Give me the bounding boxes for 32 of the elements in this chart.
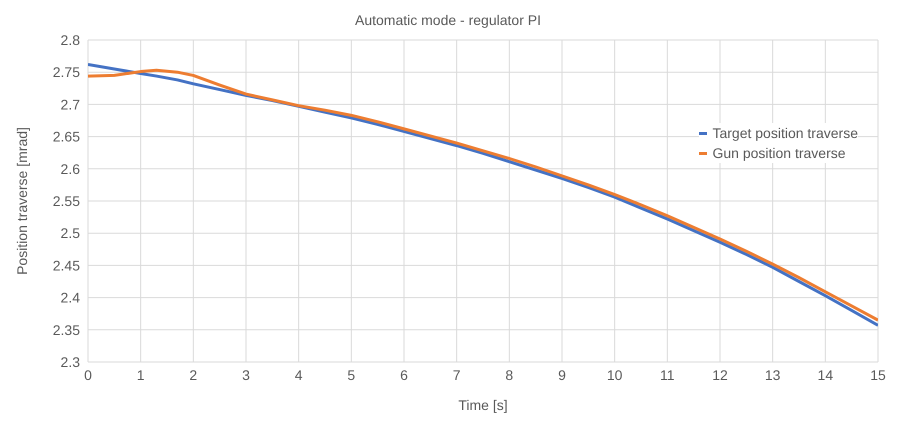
x-tick-label: 0 bbox=[84, 366, 92, 383]
y-tick-label: 2.55 bbox=[52, 192, 80, 209]
x-tick-label: 5 bbox=[347, 366, 356, 383]
x-tick-label: 7 bbox=[452, 366, 461, 383]
y-tick-label: 2.75 bbox=[52, 64, 80, 80]
x-tick-label: 4 bbox=[294, 366, 303, 383]
x-tick-label: 8 bbox=[505, 366, 514, 383]
y-axis-title: Position traverse [mrad] bbox=[14, 127, 30, 275]
y-tick-label: 2.6 bbox=[60, 160, 80, 177]
x-tick-label: 12 bbox=[712, 366, 728, 383]
x-tick-label: 2 bbox=[189, 366, 198, 383]
x-tick-label: 13 bbox=[764, 366, 781, 383]
x-tick-label: 1 bbox=[136, 366, 145, 383]
y-tick-label: 2.45 bbox=[52, 257, 80, 274]
x-tick-label: 3 bbox=[242, 366, 250, 383]
y-tick-label: 2.3 bbox=[60, 354, 80, 370]
y-tick-label: 2.7 bbox=[60, 96, 80, 112]
x-tick-label: 11 bbox=[660, 366, 675, 383]
y-tick-label: 2.4 bbox=[60, 290, 80, 306]
legend-label: Gun position traverse bbox=[712, 144, 846, 163]
y-tick-label: 2.8 bbox=[60, 32, 80, 48]
chart-title: Automatic mode - regulator PI bbox=[354, 11, 542, 30]
y-tick-label: 2.35 bbox=[52, 322, 80, 338]
x-tick-label: 15 bbox=[870, 366, 886, 383]
legend-label: Target position traverse bbox=[712, 124, 858, 143]
y-tick-label: 2.65 bbox=[52, 128, 80, 145]
x-axis-title: Time [s] bbox=[458, 397, 508, 413]
y-tick-label: 2.5 bbox=[60, 225, 80, 242]
x-tick-label: 6 bbox=[400, 366, 408, 383]
x-tick-label: 9 bbox=[558, 366, 566, 383]
x-tick-label: 10 bbox=[606, 366, 623, 383]
x-tick-label: 14 bbox=[818, 366, 834, 383]
